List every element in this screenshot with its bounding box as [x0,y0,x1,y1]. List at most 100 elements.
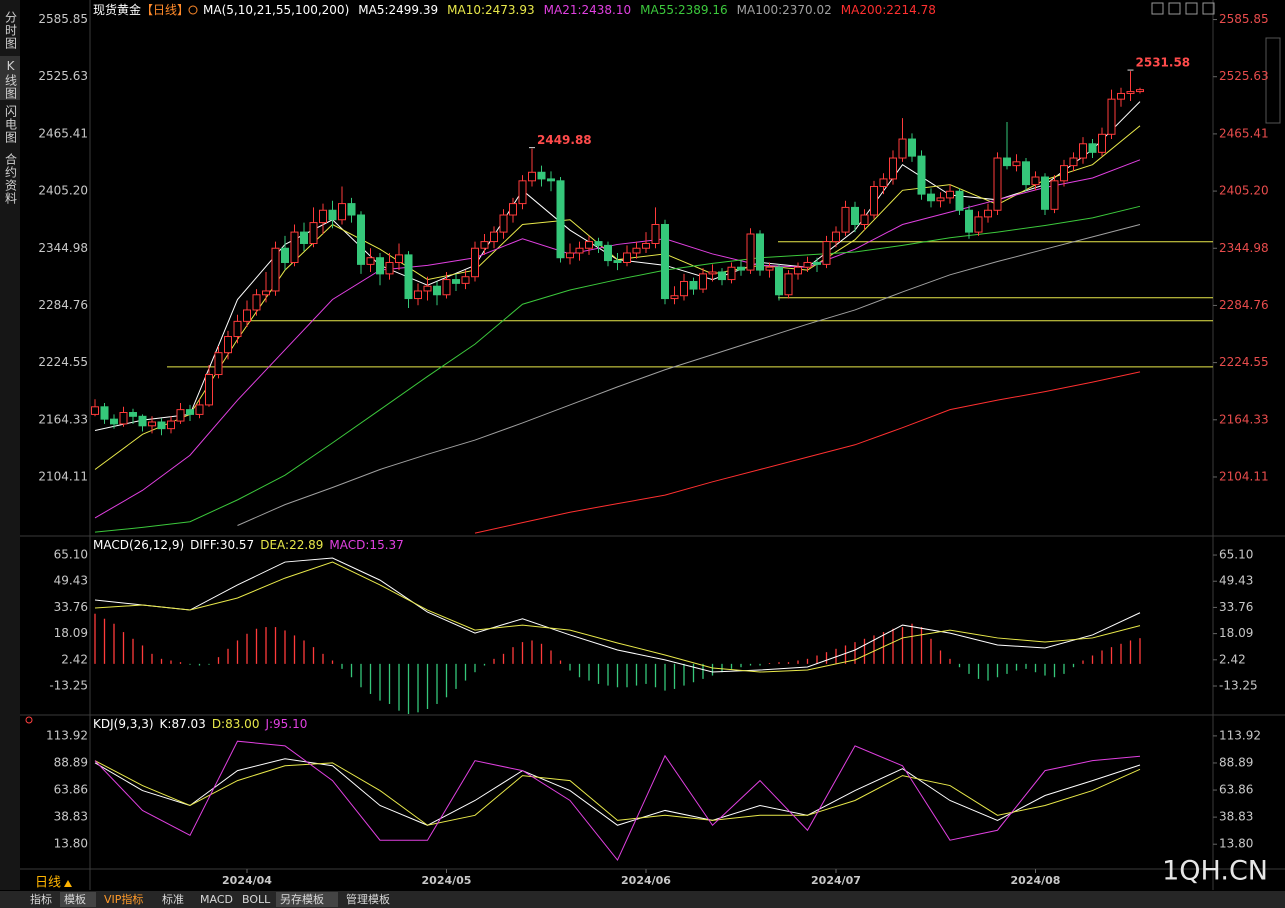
y-tick-label: 33.76 [1219,600,1253,614]
tab[interactable]: 管理模板 [346,892,390,906]
tab[interactable]: VIP指标 [104,892,143,906]
candle-body [908,138,916,157]
indicator-line [237,223,1141,526]
candle-body [556,180,565,259]
candle-body [632,247,641,254]
candle-body [661,223,669,300]
toolbar-icons[interactable] [1151,2,1215,15]
sidebar-item[interactable]: 合约资料 [4,152,18,205]
y-tick-label: 2344.98 [1219,241,1269,255]
legend-entry: KDJ(9,3,3) [93,717,154,731]
candle-body [851,206,859,225]
candle-body [889,157,897,180]
sidebar-item[interactable]: 分时图 [4,11,18,50]
sidebar [0,0,20,890]
candle-body [566,252,574,259]
candle-body [1098,133,1106,153]
candle-body [1012,161,1021,167]
legend-entry: D:83.00 [212,717,260,731]
y-tick-label: 63.86 [54,783,88,797]
y-tick-label: 2104.11 [1219,469,1269,483]
tab[interactable]: MACD [200,893,233,906]
candle-body [1126,91,1135,94]
y-tick-label: 13.80 [54,837,88,851]
candle-body [1136,89,1144,93]
candle-body [138,415,147,427]
y-tick-label: 49.43 [1219,574,1253,588]
sidebar-active [0,56,20,100]
x-tick-label: 2024/06 [621,874,671,887]
candle-body [784,273,793,296]
candle-body [233,320,242,338]
candle-body [1117,92,1125,100]
candle-body [927,193,935,202]
legend-entry: MA55:2389.16 [640,3,728,17]
tab[interactable]: 指标 [30,892,52,906]
candle-body [528,171,536,182]
indicator-line [94,758,1141,826]
tab[interactable]: 另存模板 [280,892,324,906]
candle-body [813,261,821,265]
candle-body [680,280,688,297]
candle-body [832,231,840,243]
candle-body [328,209,337,221]
candle-body [119,412,128,425]
candle-body [1069,157,1078,167]
candle-body [1060,165,1068,182]
candle-body [604,244,612,262]
y-tick-label: 113.92 [1219,728,1261,742]
y-tick-label: 2405.20 [38,184,88,198]
candle-body [670,295,679,300]
candle-body [271,247,280,292]
sidebar-item[interactable]: K线图 [4,59,18,100]
candle-body [385,261,394,275]
candle-body [452,279,460,284]
y-tick-label: 18.09 [54,626,88,640]
tab[interactable]: 模板 [64,892,86,906]
y-tick-label: 2.42 [61,652,88,666]
legend-entry: MA5:2499.39 [358,3,438,17]
period-label[interactable]: 日线 [35,876,61,891]
candle-body [756,233,764,271]
candle-body [1050,180,1059,210]
candle-body [100,406,109,420]
period-arrow[interactable] [64,880,72,887]
y-tick-label: 2284.76 [38,298,88,312]
legend-entry: MA100:2370.02 [737,3,832,17]
y-tick-label: 38.83 [1219,810,1253,824]
settings-icon[interactable] [188,5,198,15]
candle-body [775,266,783,296]
y-tick-label: 2164.33 [38,412,88,426]
y-tick-label: 2224.55 [1219,355,1269,369]
y-tick-label: 33.76 [54,600,88,614]
y-tick-label: 65.10 [54,548,88,562]
candle-body [395,254,403,263]
candle-body [490,231,498,243]
candle-body [803,261,812,268]
y-tick-label: 113.92 [46,728,88,742]
indicator-line [94,557,1141,673]
candle-body [404,254,413,300]
candle-body [794,266,802,275]
y-tick-label: 2.42 [1219,652,1246,666]
candle-body [357,214,365,265]
indicator-line [94,205,1141,533]
x-tick-label: 2024/08 [1011,874,1061,887]
candle-body [214,352,223,376]
candle-body [262,290,270,296]
candle-body [841,206,850,233]
tab[interactable]: 标准 [162,892,184,906]
tab[interactable]: BOLL [242,893,271,906]
candle-body [338,203,346,221]
y-tick-label: 2224.55 [38,355,88,369]
candle-body [347,203,356,216]
legend: 现货黄金【日线】 [93,2,189,17]
candle-body [822,241,831,265]
sidebar-item[interactable]: 闪电图 [4,105,18,144]
y-tick-label: -13.25 [1219,679,1258,693]
y-tick-label: 2164.33 [1219,412,1269,426]
scrollbar[interactable] [1265,37,1281,124]
y-tick-label: 2104.11 [38,469,88,483]
indicator-line [94,740,1141,862]
y-tick-label: 88.89 [54,755,88,769]
